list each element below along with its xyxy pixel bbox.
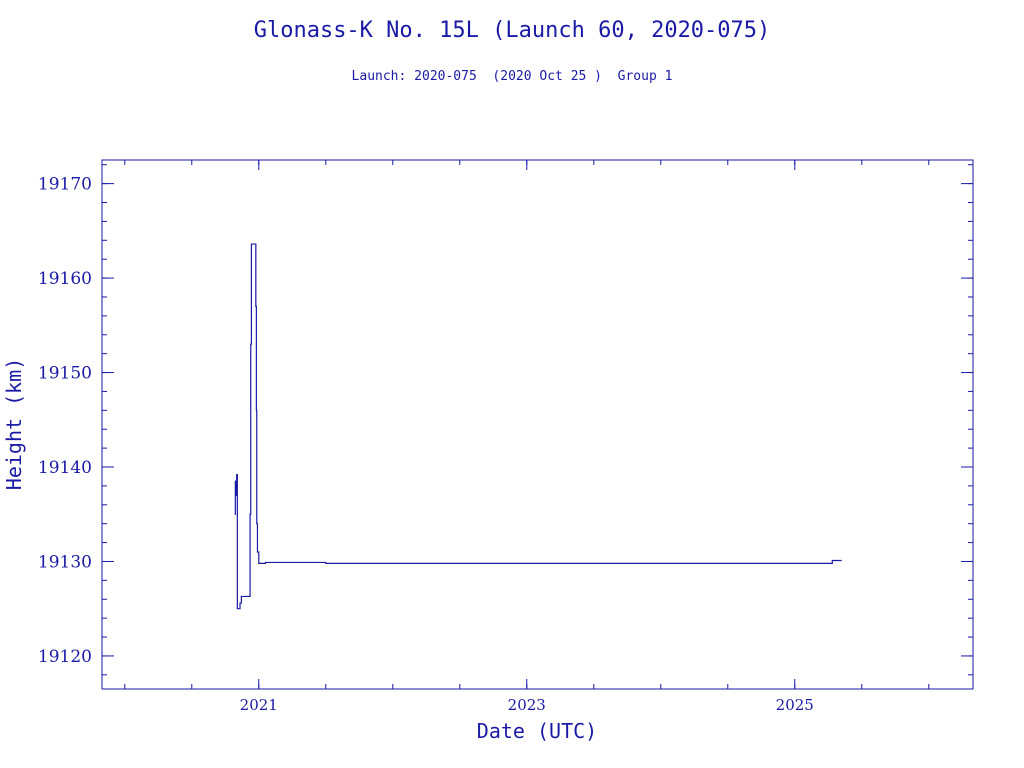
y-tick-label: 19130 xyxy=(38,552,92,572)
height-series-line xyxy=(234,243,842,610)
y-tick-label: 19120 xyxy=(38,647,92,667)
y-tick-label: 19140 xyxy=(38,458,92,478)
x-tick-label: 2023 xyxy=(508,696,546,714)
y-tick-label: 19170 xyxy=(38,175,92,195)
x-axis-label: Date (UTC) xyxy=(477,719,597,743)
y-tick-label: 19150 xyxy=(38,364,92,384)
y-axis-ticks xyxy=(102,164,973,676)
y-tick-label: 19160 xyxy=(38,269,92,289)
chart-title: Glonass-K No. 15L (Launch 60, 2020-075) xyxy=(254,18,771,43)
x-tick-label: 2021 xyxy=(240,696,278,714)
y-axis-tick-labels: 19120 19130 19140 19150 19160 19170 xyxy=(38,175,92,667)
y-axis-label: Height (km) xyxy=(2,358,26,490)
plot-area-frame xyxy=(101,159,974,690)
x-axis-ticks xyxy=(124,160,930,689)
x-tick-label: 2025 xyxy=(776,696,814,714)
chart-subtitle: Launch: 2020-075 (2020 Oct 25 ) Group 1 xyxy=(352,69,673,84)
x-axis-tick-labels: 2021 2023 2025 xyxy=(240,696,814,714)
